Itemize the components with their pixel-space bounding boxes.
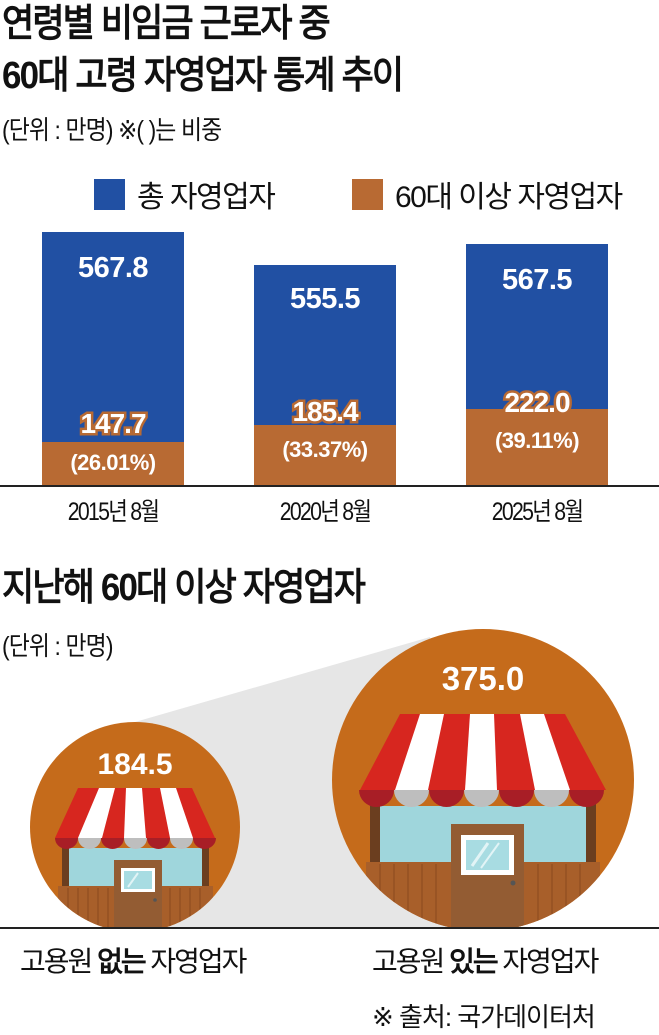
bar-group-2015: 567.8 147.7 (26.01%) — [42, 232, 184, 486]
source-note: ※ 출처: 국가데이터처 — [372, 1002, 596, 1032]
x-tick-label: 2020년 8월 — [279, 498, 372, 526]
bar-60plus — [466, 409, 608, 486]
store-bubbles-graphic — [30, 629, 634, 928]
bar-total-value: 567.8 — [77, 252, 149, 284]
section2-baseline — [0, 927, 659, 929]
legend-label: 60대 이상 자영업자 — [395, 181, 623, 214]
bar-60plus-share: (26.01%) — [70, 450, 156, 475]
small-store-circle — [30, 722, 240, 928]
bar-60plus-share: (39.11%) — [494, 428, 580, 453]
bar-60plus — [254, 425, 396, 486]
category-label-no-employees: 고용원 없는 자영업자 — [20, 946, 247, 977]
legend-swatch-orange — [352, 178, 383, 210]
legend-item-total: 총 자영업자 — [94, 172, 276, 216]
bar-60plus-value: 222.0 — [502, 385, 573, 421]
x-tick-label: 2015년 8월 — [67, 498, 160, 526]
bar-60plus-value: 185.4 — [290, 394, 361, 430]
x-axis-line — [0, 485, 659, 487]
bar-group-2025: 567.5 222.0 (39.11%) — [466, 244, 608, 486]
bar-60plus-value: 147.7 — [78, 406, 149, 442]
legend-item-60plus: 60대 이상 자영업자 — [352, 172, 623, 216]
chart-title-line2: 60대 고령 자영업자 통계 추이 — [2, 55, 404, 97]
bar-total-value: 567.5 — [501, 264, 573, 296]
legend-swatch-blue — [94, 178, 125, 210]
section2-title: 지난해 60대 이상 자영업자 — [2, 567, 366, 609]
x-tick-label: 2025년 8월 — [491, 498, 584, 526]
bar-total-value: 555.5 — [289, 283, 361, 315]
bar-60plus-share: (33.37%) — [282, 437, 368, 462]
big-circle-value: 375.0 — [441, 660, 525, 697]
bar-group-2020: 555.5 185.4 (33.37%) — [254, 265, 396, 486]
bar-60plus — [42, 442, 184, 486]
section2-unit-note: (단위 : 만명) — [2, 631, 113, 661]
unit-note: (단위 : 만명) ※( )는 비중 — [2, 115, 222, 145]
legend-label: 총 자영업자 — [137, 181, 276, 214]
small-circle-value: 184.5 — [97, 748, 173, 781]
chart-title-line1: 연령별 비임금 근로자 중 — [2, 3, 331, 45]
category-label-with-employees: 고용원 있는 자영업자 — [372, 946, 599, 977]
